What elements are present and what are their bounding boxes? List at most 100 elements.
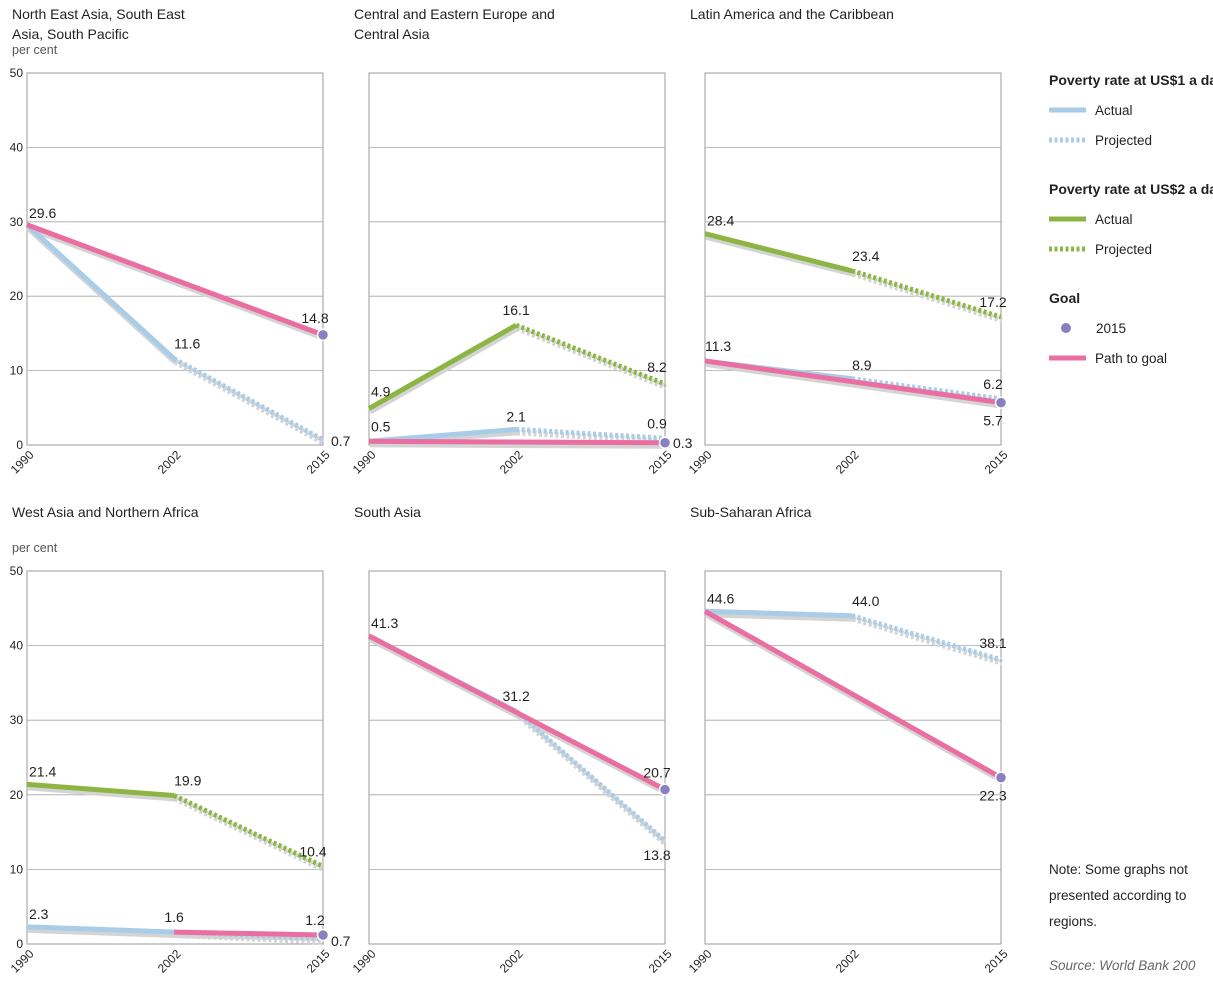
series-shadow (368, 325, 519, 415)
panel-title: Latin America and the Caribbean (690, 6, 894, 22)
y-tick-label: 30 (10, 215, 24, 229)
series-us2-projected (515, 322, 666, 387)
data-label: 6.2 (983, 376, 1003, 392)
panel-5: South Asia 1990 2002 2015 41.3 31.2 20.7 13.8 (350, 504, 675, 976)
y-axis-label: per cent (12, 43, 58, 57)
goal-2015-dot (316, 928, 330, 942)
series-shadow (705, 611, 854, 622)
x-tick-label: 1990 (350, 448, 379, 477)
series-us1-actual (704, 608, 853, 619)
plot-frame (368, 570, 666, 945)
x-tick-label: 2002 (497, 947, 526, 976)
series-shadow (27, 926, 176, 939)
panel-title: West Asia and Northern Africa (12, 504, 199, 520)
y-tick-label: 40 (10, 639, 24, 653)
y-tick-label: 20 (10, 788, 24, 802)
x-tick-label: 2015 (982, 448, 1011, 477)
data-label: 8.9 (852, 357, 872, 373)
legend-item-label: Actual (1095, 212, 1133, 227)
goal-2015-dot (316, 328, 330, 342)
legend-item-label: 2015 (1096, 321, 1126, 336)
data-label: 22.3 (979, 788, 1006, 804)
series-us1-projected (515, 426, 666, 441)
panel-title: Central Asia (354, 26, 430, 42)
series-path-to-goal (704, 358, 1002, 406)
data-label: 1.6 (164, 909, 184, 925)
series-path-to-goal (174, 929, 324, 938)
data-label: 1.2 (305, 912, 325, 928)
data-label: 10.4 (299, 843, 326, 859)
y-tick-label: 50 (10, 564, 24, 578)
series-shadow (705, 360, 1003, 409)
x-tick-label: 1990 (686, 947, 715, 976)
note-text: presented according to (1049, 888, 1186, 903)
plot-frame (704, 570, 1002, 945)
series-us2-actual (26, 781, 175, 799)
x-tick-label: 2002 (155, 448, 184, 477)
panel-title: Sub-Saharan Africa (690, 504, 812, 520)
x-tick-label: 2015 (304, 947, 333, 976)
data-label: 21.4 (29, 763, 56, 779)
x-tick-label: 2002 (155, 947, 184, 976)
y-axis-label: per cent (12, 541, 58, 555)
source-text: Source: World Bank 200 (1049, 958, 1196, 973)
panel-6: Sub-Saharan Africa 1990 2002 2015 44.6 44.0 38… (686, 504, 1011, 976)
data-label: 13.8 (643, 847, 670, 863)
x-tick-label: 1990 (350, 947, 379, 976)
data-label: 0.3 (673, 435, 693, 451)
data-label: 28.4 (707, 213, 734, 229)
chart-panels: North East Asia, South East Asia, South P… (8, 6, 1011, 976)
data-label: 41.3 (371, 615, 398, 631)
legend-item-label: Projected (1095, 242, 1152, 257)
series-us1-actual (26, 924, 175, 935)
x-tick-label: 2002 (833, 947, 862, 976)
legend-group-title: Poverty rate at US$1 a day (1049, 72, 1213, 88)
data-label: 2.1 (506, 408, 526, 424)
legend-item-label: Actual (1095, 103, 1133, 118)
series-path-to-goal (368, 438, 666, 446)
data-label: 29.6 (29, 205, 56, 221)
plot-frame (26, 72, 324, 446)
x-tick-label: 2015 (646, 947, 675, 976)
note-text: regions. (1049, 914, 1097, 929)
data-label: 4.9 (371, 384, 391, 400)
series-shadow (369, 441, 667, 449)
x-tick-label: 2002 (497, 448, 526, 477)
panel-4: West Asia and Northern Africa per cent 0 10… (8, 504, 351, 976)
panel-title: Central and Eastern Europe and (354, 6, 555, 22)
legend-dot-swatch (1061, 323, 1071, 333)
data-label: 31.2 (502, 688, 529, 704)
series-shadow (705, 233, 854, 277)
data-label: 16.1 (502, 302, 529, 318)
panel-1: North East Asia, South East Asia, South P… (8, 6, 351, 477)
legend-group-title: Poverty rate at US$2 a day (1049, 181, 1213, 197)
y-tick-label: 10 (10, 364, 24, 378)
series-us2-projected (851, 268, 1002, 320)
y-tick-label: 40 (10, 140, 24, 154)
series-shadow (173, 359, 326, 446)
legend-group-title: Goal (1049, 290, 1080, 306)
series-shadow (516, 325, 668, 390)
x-tick-label: 1990 (8, 448, 37, 477)
data-label: 14.8 (301, 310, 328, 326)
y-tick-label: 50 (10, 66, 24, 80)
x-tick-label: 2015 (646, 448, 675, 477)
series-shadow (852, 615, 1003, 666)
series-shadow (175, 932, 325, 942)
plot-frame (704, 72, 1002, 446)
note-text: Note: Some graphs not (1049, 862, 1188, 877)
series-us2-actual (367, 323, 518, 411)
data-label: 19.9 (174, 773, 201, 789)
series-path-to-goal (367, 633, 667, 792)
data-label: 2.3 (29, 906, 49, 922)
goal-2015-dot (994, 396, 1008, 409)
data-label: 17.2 (979, 294, 1006, 310)
y-tick-label: 20 (10, 289, 24, 303)
x-tick-label: 1990 (8, 947, 37, 976)
data-label: 0.5 (371, 418, 391, 434)
panel-title: South Asia (354, 504, 421, 520)
y-tick-label: 10 (10, 862, 24, 876)
x-tick-label: 2015 (982, 947, 1011, 976)
series-path-to-goal (26, 222, 324, 338)
